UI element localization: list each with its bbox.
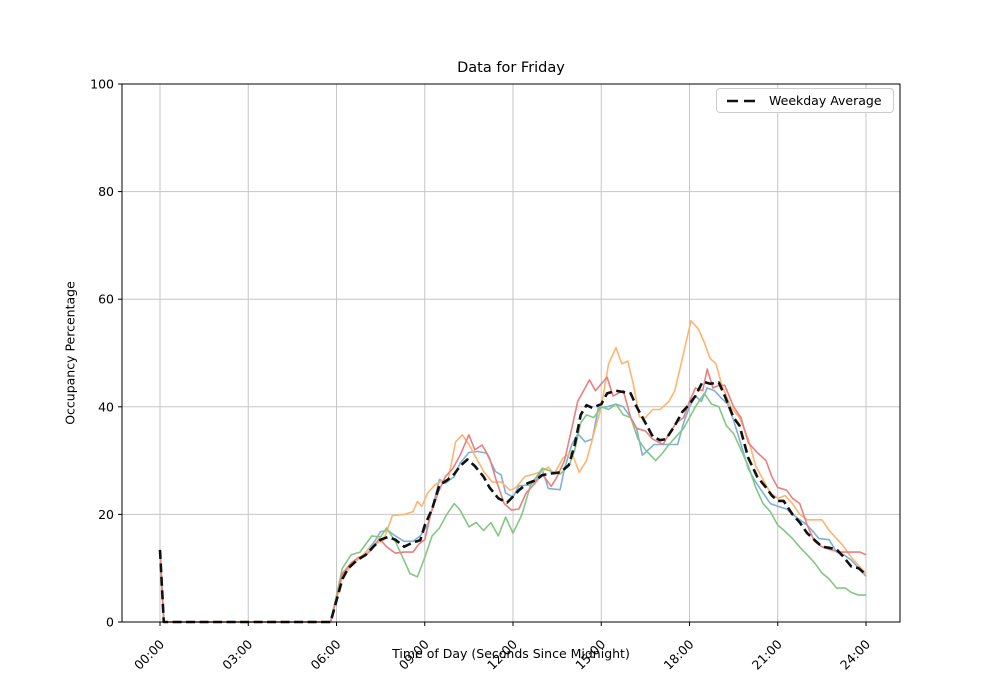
- y-tick-label: 0: [106, 615, 114, 630]
- legend-label: Weekday Average: [769, 93, 882, 108]
- y-axis-label: Occupancy Percentage: [62, 281, 78, 425]
- chart-title: Data for Friday: [457, 60, 565, 76]
- y-tick-label: 40: [98, 399, 114, 414]
- y-tick-label: 80: [98, 184, 114, 199]
- y-tick-label: 60: [98, 292, 114, 307]
- series-green-line: [159, 392, 866, 623]
- dashed-line-icon: [727, 99, 759, 102]
- y-tick-label: 100: [90, 77, 114, 92]
- weekday-average-line: [158, 380, 867, 624]
- x-axis-label: Time of Day (Seconds Since Midnight): [392, 646, 630, 661]
- series-red-line: [159, 368, 867, 623]
- y-tick-label: 20: [98, 507, 114, 522]
- legend: Weekday Average: [716, 88, 894, 113]
- axes-frame: [121, 83, 901, 623]
